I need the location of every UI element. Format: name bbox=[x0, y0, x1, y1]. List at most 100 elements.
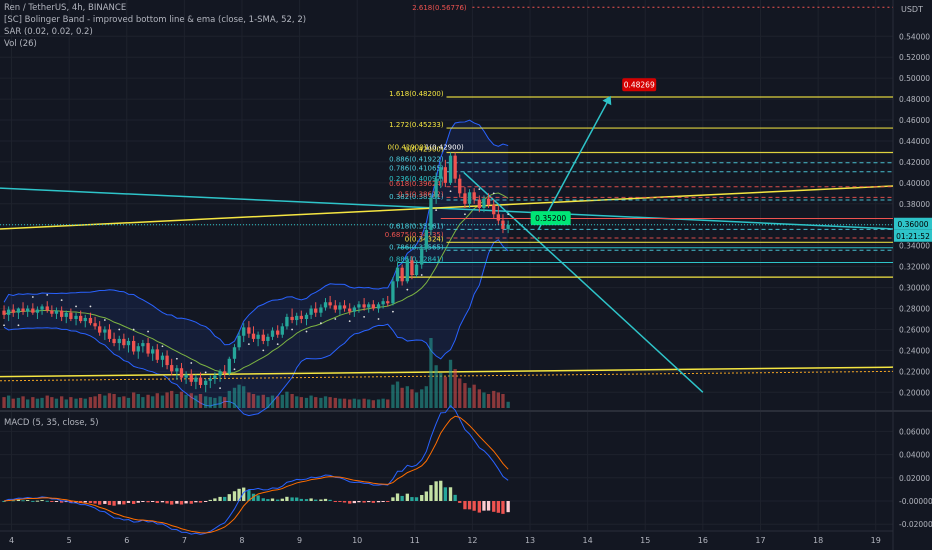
top-level-label: 2.618(0.56776) bbox=[412, 4, 467, 12]
time-axis: 4 5 6 7 8 9 10 11 12 13 14 15 16 17 18 19 bbox=[9, 536, 881, 545]
volume-bar bbox=[506, 401, 510, 408]
target-tag-label: 0.48269 bbox=[624, 80, 655, 89]
macd-histogram-bar bbox=[117, 501, 121, 505]
fib-0886-lower-label: 0.886(0.32841) bbox=[389, 255, 444, 263]
price-tick-label: 0.20000 bbox=[899, 388, 930, 397]
macd-histogram-bar bbox=[112, 501, 116, 506]
volume-bar bbox=[448, 359, 453, 408]
fib-level-label: 0(0.34324) bbox=[405, 235, 444, 243]
time-tick-label: 16 bbox=[698, 536, 708, 545]
macd-histogram-bar bbox=[352, 501, 356, 504]
price-tick-label: 0.34000 bbox=[899, 242, 930, 251]
volume-bar bbox=[477, 389, 481, 408]
macd-histogram-bar bbox=[472, 501, 476, 511]
volume-bar bbox=[420, 389, 424, 408]
volume-bar bbox=[371, 400, 375, 408]
symbol-title: Ren / TetherUS, 4h, BINANCE bbox=[4, 3, 127, 13]
macd-histogram-bar bbox=[314, 499, 318, 501]
price-tick-label: 0.40000 bbox=[899, 179, 930, 188]
sar-dot bbox=[348, 320, 351, 322]
macd-histogram-bar bbox=[25, 499, 30, 501]
sar-dots bbox=[3, 188, 510, 390]
time-tick-label: 5 bbox=[67, 536, 72, 545]
macd-histogram-bar bbox=[467, 501, 472, 510]
candle-body bbox=[184, 374, 188, 378]
volume-bar bbox=[453, 369, 457, 408]
price-tick-label: 0.30000 bbox=[899, 284, 930, 293]
current-price-tag bbox=[894, 217, 932, 230]
volume-bar bbox=[323, 396, 328, 408]
candle-body bbox=[25, 308, 30, 312]
macd-histogram-bar bbox=[21, 500, 25, 502]
trend-lines bbox=[0, 171, 894, 393]
macd-histogram-bar bbox=[414, 497, 419, 501]
indicator-sar-label: SAR (0.02, 0.02, 0.2) bbox=[4, 27, 93, 37]
candle-body bbox=[208, 378, 212, 381]
candle-body bbox=[88, 317, 93, 324]
macd-histogram-bar bbox=[299, 498, 303, 501]
sar-dot bbox=[320, 322, 322, 325]
macd-histogram-bar bbox=[458, 501, 462, 503]
macd-histogram-bar bbox=[175, 501, 179, 504]
macd-histogram-bar bbox=[410, 497, 414, 501]
candle-body bbox=[420, 248, 424, 265]
price-tick-label: 0.42000 bbox=[899, 158, 930, 167]
sar-dot bbox=[204, 371, 207, 374]
volume-bar bbox=[367, 399, 371, 408]
macd-histogram-bar bbox=[122, 501, 126, 505]
candle-body bbox=[146, 343, 150, 354]
current-price-value: 0.36000 bbox=[897, 220, 928, 229]
price-tick-label: 0.46000 bbox=[899, 116, 930, 125]
macd-histogram-bar bbox=[155, 501, 159, 504]
macd-histogram-bar bbox=[194, 501, 198, 503]
fib-level-label: 0.786(0.41065) bbox=[389, 165, 444, 173]
price-axis: USDT 0.54000 0.52000 0.50000 0.48000 0.46000 0… bbox=[894, 5, 932, 529]
macd-histogram-bar bbox=[477, 501, 481, 513]
volume-bar bbox=[50, 397, 54, 408]
macd-histogram-bar bbox=[83, 501, 87, 503]
volume-bar bbox=[165, 392, 169, 408]
volume-bar bbox=[184, 394, 188, 408]
candle-body bbox=[122, 338, 126, 346]
macd-histogram-bar bbox=[151, 501, 155, 502]
macd-histogram-bar bbox=[45, 500, 49, 502]
candle-body bbox=[93, 323, 97, 327]
candle-body bbox=[6, 309, 11, 315]
candle-body bbox=[98, 326, 102, 333]
candle-body bbox=[40, 306, 44, 310]
volume-bar bbox=[376, 399, 381, 408]
candle-body bbox=[165, 355, 169, 366]
sar-dot bbox=[247, 343, 250, 346]
candle-body bbox=[453, 155, 457, 179]
candle-body bbox=[443, 167, 448, 183]
candle-body bbox=[266, 336, 270, 341]
fib-level-label: 0(0.42900) bbox=[405, 146, 444, 154]
candle-body bbox=[247, 327, 251, 334]
volume-bar bbox=[443, 376, 448, 408]
candle-body bbox=[439, 167, 443, 179]
candle-body bbox=[482, 198, 486, 208]
candle-body bbox=[270, 330, 275, 337]
volume-bar bbox=[348, 399, 352, 408]
sar-dot bbox=[435, 209, 438, 211]
price-tick-label: 0.26000 bbox=[899, 325, 930, 334]
time-tick-label: 9 bbox=[297, 536, 302, 545]
macd-tick-label: 0.02000 bbox=[899, 474, 930, 483]
volume-bar bbox=[357, 399, 361, 408]
sar-dot bbox=[478, 188, 481, 191]
entry-tag bbox=[530, 211, 571, 226]
macd-histogram-bar bbox=[16, 499, 21, 501]
candle-body bbox=[304, 314, 309, 319]
fib-0236-label: 0.236(0.40097) bbox=[389, 175, 444, 183]
macd-histogram-bar bbox=[424, 491, 428, 501]
volume-bar bbox=[482, 392, 486, 408]
sar-dot bbox=[291, 328, 293, 331]
candle-body bbox=[486, 198, 491, 205]
candle-body bbox=[467, 192, 472, 204]
macd-histogram-bar bbox=[261, 498, 265, 501]
macd-histogram-bar bbox=[463, 501, 467, 510]
sar-dot bbox=[492, 192, 495, 195]
volume-bar bbox=[280, 394, 284, 408]
macd-histogram-bar bbox=[367, 501, 371, 503]
